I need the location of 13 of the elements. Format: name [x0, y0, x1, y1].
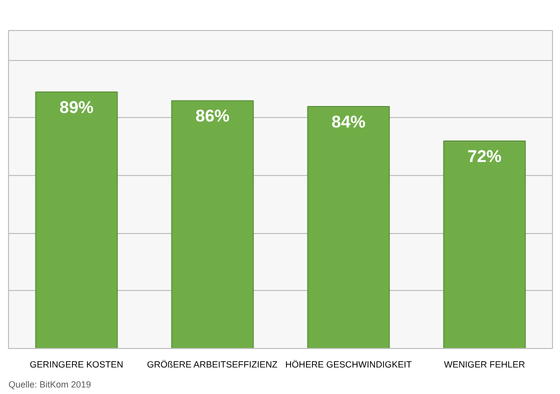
x-tick-label: WENIGER FEHLER	[444, 360, 526, 370]
data-label: 86%	[195, 106, 230, 126]
x-tick-label: HÖHERE GESCHWINDIGKEIT	[285, 360, 412, 370]
bar	[443, 140, 526, 348]
source-note: Quelle: BitKom 2019	[8, 380, 92, 390]
bar	[307, 106, 390, 348]
data-label: 72%	[467, 147, 502, 166]
x-tick-label: GERINGERE KOSTEN	[30, 360, 124, 370]
data-label: 89%	[59, 98, 94, 118]
bar	[171, 100, 254, 348]
data-label: 84%	[331, 112, 366, 132]
bar	[35, 92, 118, 348]
x-tick-label: GRÖßERE ARBEITSEFFIZIENZ	[146, 360, 278, 370]
